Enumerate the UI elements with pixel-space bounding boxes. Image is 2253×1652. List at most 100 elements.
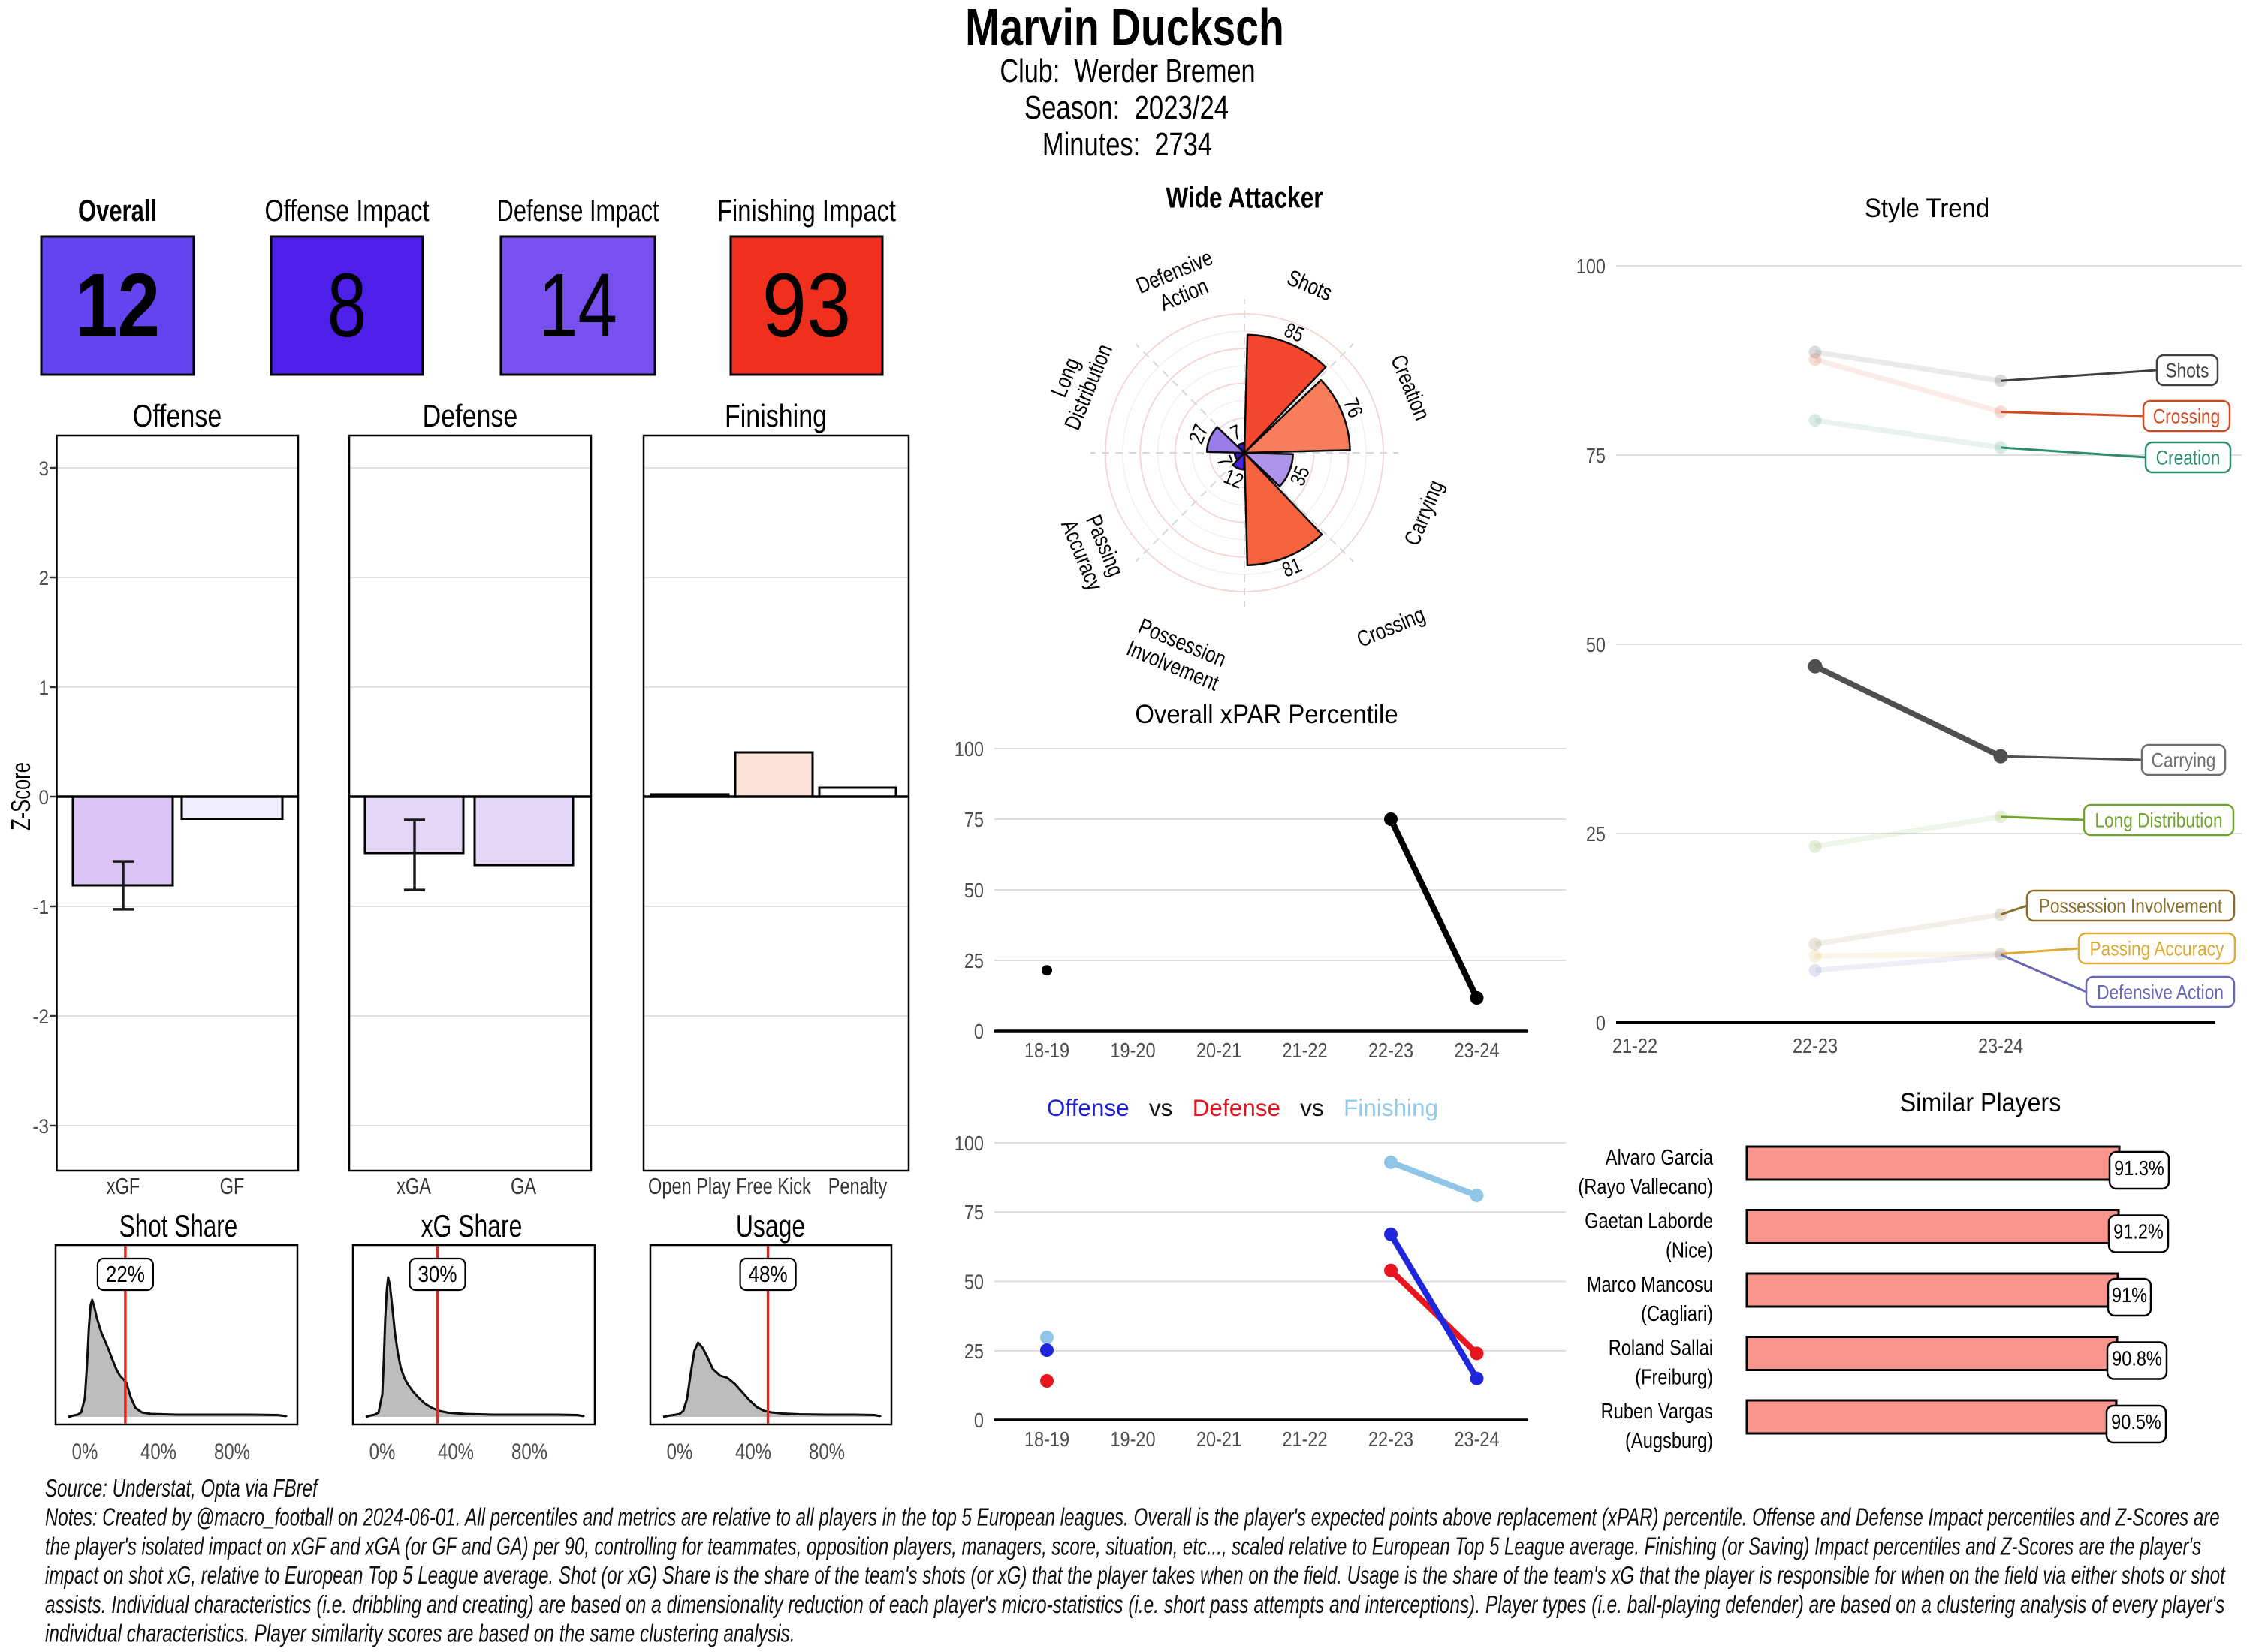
svg-text:Shot Share: Shot Share — [119, 1208, 238, 1244]
svg-text:0%: 0% — [72, 1438, 98, 1464]
svg-text:100: 100 — [1576, 255, 1606, 278]
svg-text:20-21: 20-21 — [1196, 1039, 1241, 1062]
svg-text:22-23: 22-23 — [1368, 1428, 1413, 1451]
svg-text:Carrying: Carrying — [2152, 749, 2216, 772]
svg-text:48%: 48% — [749, 1262, 788, 1288]
svg-text:0: 0 — [1596, 1012, 1606, 1035]
svg-text:80%: 80% — [809, 1438, 845, 1464]
svg-text:-1: -1 — [32, 897, 49, 918]
svg-text:Similar Players: Similar Players — [1900, 1089, 2061, 1118]
svg-text:Z-Score: Z-Score — [6, 762, 36, 831]
svg-text:Defense: Defense — [423, 399, 518, 434]
svg-text:100: 100 — [955, 738, 984, 761]
svg-text:Usage: Usage — [736, 1208, 805, 1244]
svg-text:75: 75 — [964, 1201, 984, 1224]
svg-text:75: 75 — [1586, 445, 1606, 467]
svg-text:Defense Impact: Defense Impact — [497, 194, 659, 228]
svg-text:93: 93 — [762, 255, 851, 357]
svg-text:-3: -3 — [32, 1116, 49, 1138]
svg-text:91.2%: 91.2% — [2113, 1221, 2164, 1244]
svg-text:Defensive Action: Defensive Action — [2097, 981, 2224, 1004]
svg-text:0: 0 — [38, 787, 49, 809]
svg-text:Wide Attacker: Wide Attacker — [1166, 181, 1323, 214]
svg-text:GF: GF — [220, 1173, 245, 1199]
svg-text:(Rayo Vallecano): (Rayo Vallecano) — [1578, 1174, 1713, 1199]
svg-text:25: 25 — [1586, 823, 1606, 846]
svg-text:impact on shot xG, relative to: impact on shot xG, relative to European … — [45, 1563, 2226, 1590]
svg-text:18-19: 18-19 — [1024, 1428, 1069, 1451]
svg-text:91%: 91% — [2112, 1284, 2147, 1307]
svg-text:GA: GA — [511, 1173, 537, 1199]
svg-text:23-24: 23-24 — [1454, 1039, 1499, 1062]
svg-text:23-24: 23-24 — [1978, 1035, 2023, 1057]
svg-text:xGF: xGF — [107, 1173, 140, 1199]
svg-text:the player's isolated impact o: the player's isolated impact on xGF and … — [45, 1533, 2201, 1561]
svg-text:Shots: Shots — [2166, 360, 2209, 382]
svg-text:0%: 0% — [667, 1438, 693, 1464]
svg-text:-2: -2 — [32, 1006, 49, 1028]
svg-text:xG Share: xG Share — [421, 1208, 523, 1244]
svg-text:Possession Involvement: Possession Involvement — [2039, 895, 2223, 918]
svg-text:Finishing Impact: Finishing Impact — [717, 194, 896, 228]
svg-text:21-22: 21-22 — [1282, 1428, 1327, 1451]
svg-text:30%: 30% — [418, 1262, 457, 1288]
svg-text:1: 1 — [38, 677, 49, 699]
svg-text:individual characteristics. Pl: individual characteristics. Player simil… — [45, 1620, 795, 1647]
svg-text:22-23: 22-23 — [1793, 1035, 1838, 1057]
svg-text:Season: 2023/24: Season: 2023/24 — [1024, 89, 1229, 126]
svg-text:Club: Werder Bremen: Club: Werder Bremen — [1000, 53, 1255, 89]
svg-text:Style Trend: Style Trend — [1865, 194, 1989, 223]
svg-text:100: 100 — [955, 1132, 984, 1155]
svg-text:(Freiburg): (Freiburg) — [1635, 1364, 1713, 1389]
svg-text:40%: 40% — [735, 1438, 771, 1464]
svg-text:Open Play: Open Play — [648, 1173, 731, 1199]
svg-text:Roland Sallai: Roland Sallai — [1609, 1335, 1713, 1360]
svg-text:25: 25 — [964, 1340, 984, 1363]
svg-text:(Cagliari): (Cagliari) — [1641, 1301, 1713, 1326]
svg-text:21-22: 21-22 — [1282, 1039, 1327, 1062]
svg-text:14: 14 — [538, 255, 617, 356]
svg-text:Gaetan Laborde: Gaetan Laborde — [1585, 1208, 1713, 1233]
svg-text:assists. Individual characteri: assists. Individual characteristics (i.e… — [45, 1591, 2224, 1618]
svg-text:0: 0 — [974, 1409, 984, 1432]
svg-text:23-24: 23-24 — [1454, 1428, 1499, 1451]
svg-text:22%: 22% — [106, 1262, 145, 1288]
svg-text:(Nice): (Nice) — [1666, 1237, 1713, 1262]
svg-text:90.5%: 90.5% — [2111, 1411, 2161, 1433]
svg-text:(Augsburg): (Augsburg) — [1625, 1428, 1713, 1453]
svg-text:18-19: 18-19 — [1024, 1039, 1069, 1062]
svg-text:3: 3 — [38, 458, 49, 480]
svg-text:0%: 0% — [369, 1438, 396, 1464]
svg-text:2: 2 — [38, 568, 49, 589]
svg-text:Long Distribution: Long Distribution — [2095, 809, 2222, 832]
svg-text:80%: 80% — [511, 1438, 547, 1464]
svg-text:20-21: 20-21 — [1196, 1428, 1241, 1451]
svg-text:Marco Mancosu: Marco Mancosu — [1587, 1272, 1713, 1297]
svg-text:Offense: Offense — [133, 399, 222, 434]
svg-text:19-20: 19-20 — [1110, 1428, 1155, 1451]
svg-text:19-20: 19-20 — [1110, 1039, 1155, 1062]
svg-text:22-23: 22-23 — [1368, 1039, 1413, 1062]
svg-text:21-22: 21-22 — [1612, 1035, 1657, 1057]
svg-text:Source: Understat, Opta via FB: Source: Understat, Opta via FBref — [45, 1475, 319, 1503]
svg-text:Penalty: Penalty — [828, 1173, 888, 1199]
svg-text:Minutes: 2734: Minutes: 2734 — [1042, 126, 1212, 163]
svg-text:Finishing: Finishing — [725, 399, 827, 434]
svg-text:50: 50 — [1586, 634, 1606, 656]
svg-text:Passing Accuracy: Passing Accuracy — [2090, 938, 2224, 960]
svg-text:xGA: xGA — [397, 1173, 431, 1199]
svg-text:Crossing: Crossing — [2153, 405, 2220, 428]
svg-text:91.3%: 91.3% — [2114, 1157, 2164, 1180]
svg-text:Ruben Vargas: Ruben Vargas — [1601, 1399, 1713, 1424]
svg-text:50: 50 — [964, 879, 984, 902]
svg-text:Creation: Creation — [2156, 447, 2221, 469]
svg-text:8: 8 — [327, 255, 366, 356]
svg-text:Notes: Created by @macro_footb: Notes: Created by @macro_football on 202… — [45, 1504, 2220, 1532]
svg-text:Alvaro Garcia: Alvaro Garcia — [1606, 1145, 1714, 1170]
svg-text:Marvin Ducksch: Marvin Ducksch — [965, 0, 1284, 57]
svg-text:Overall xPAR Percentile: Overall xPAR Percentile — [1135, 700, 1398, 729]
svg-text:40%: 40% — [438, 1438, 474, 1464]
svg-text:50: 50 — [964, 1271, 984, 1294]
svg-text:80%: 80% — [214, 1438, 250, 1464]
svg-text:75: 75 — [964, 809, 984, 831]
